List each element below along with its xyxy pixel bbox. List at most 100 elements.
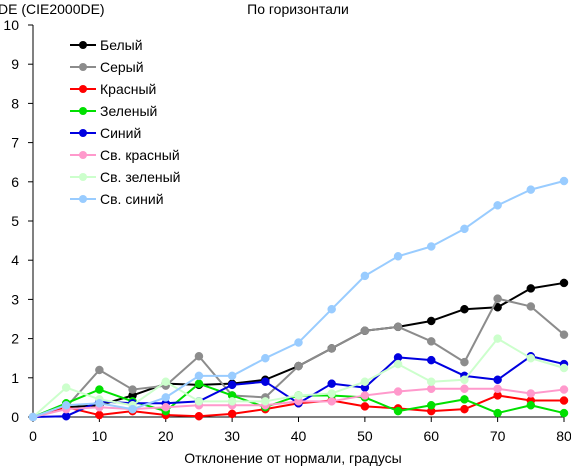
data-point [61, 383, 71, 392]
data-point [128, 404, 137, 414]
y-axis-label: DE (CIE2000DE) [0, 1, 105, 17]
y-tick-label: 1 [11, 370, 19, 386]
x-tick-label: 70 [490, 428, 506, 444]
legend-entry: Зеленый [70, 103, 157, 119]
data-point [360, 402, 370, 411]
data-point [194, 397, 204, 406]
data-point [227, 409, 237, 419]
legend-swatch-marker [79, 173, 87, 181]
data-point [360, 377, 370, 386]
data-point [427, 384, 436, 394]
legend-entry: Св. красный [70, 147, 180, 163]
y-tick-label: 4 [11, 252, 19, 268]
data-point [460, 395, 469, 404]
chart-title: По горизонтали [247, 1, 349, 17]
y-tick-label: 2 [11, 331, 19, 347]
data-point [493, 334, 502, 343]
legend-entry: Красный [70, 81, 156, 97]
data-point [526, 284, 536, 293]
series-8 [28, 176, 569, 422]
y-tick-label: 3 [11, 291, 19, 307]
legend-swatch-marker [79, 151, 87, 159]
data-point [161, 377, 170, 386]
data-point [427, 400, 436, 410]
data-point [460, 404, 469, 414]
data-point [95, 410, 104, 420]
data-point [559, 363, 569, 373]
legend-entry: Серый [70, 59, 144, 75]
y-tick-label: 5 [11, 213, 19, 229]
y-tick-label: 10 [3, 17, 19, 33]
data-point [460, 224, 469, 234]
legend-label: Св. зеленый [100, 169, 180, 185]
data-point [427, 316, 436, 326]
data-point [559, 330, 569, 339]
series-line [32, 180, 565, 418]
data-point [194, 351, 204, 361]
data-point [294, 361, 303, 371]
data-point [393, 252, 403, 261]
y-tick-label: 8 [11, 95, 19, 111]
data-point [294, 391, 303, 400]
y-tick-label: 9 [11, 56, 19, 72]
x-tick-label: 30 [224, 428, 240, 444]
data-point [360, 391, 370, 400]
data-point [261, 377, 270, 386]
x-tick-label: 50 [357, 428, 373, 444]
data-point [460, 357, 469, 367]
data-point [128, 385, 137, 394]
x-tick-label: 80 [556, 428, 571, 444]
data-point [559, 385, 569, 394]
data-point [526, 400, 536, 410]
data-point [427, 355, 436, 365]
data-point [327, 344, 336, 353]
legend-label: Св. синий [100, 191, 164, 207]
data-point [427, 377, 436, 386]
data-point [559, 396, 569, 405]
data-point [526, 302, 536, 311]
data-point [559, 176, 569, 186]
legend-swatch-marker [79, 85, 87, 93]
data-point [393, 359, 403, 369]
data-point [194, 371, 204, 381]
data-point [526, 185, 536, 194]
x-tick-label: 10 [92, 428, 108, 444]
data-point [493, 201, 502, 210]
legend-label: Красный [100, 81, 156, 97]
y-tick-label: 0 [11, 409, 19, 425]
legend-label: Белый [100, 37, 143, 53]
legend-label: Зеленый [100, 103, 157, 119]
legend-entry: Св. зеленый [70, 169, 180, 185]
legend-entry: Белый [70, 37, 143, 53]
legend-swatch-marker [79, 195, 87, 203]
data-point [327, 397, 336, 406]
data-point [161, 393, 170, 402]
y-tick-label: 7 [11, 135, 19, 151]
data-point [393, 322, 403, 332]
data-point [61, 400, 71, 410]
y-tick-label: 6 [11, 174, 19, 190]
legend-label: Св. красный [100, 147, 180, 163]
data-point [460, 384, 469, 394]
data-point [161, 402, 170, 412]
legend-swatch-marker [79, 41, 87, 49]
legend-swatch-marker [79, 63, 87, 71]
data-point [493, 375, 502, 385]
data-point [559, 278, 569, 288]
axes: 0 1 2 3 4 5 6 7 8 9 10 0 10 20 30 40 50 60 70 80 [3, 17, 571, 444]
data-point [360, 326, 370, 336]
data-point [360, 271, 370, 281]
data-point [28, 412, 38, 422]
x-tick-label: 60 [423, 428, 439, 444]
legend-entry: Св. синий [70, 191, 164, 207]
legend-swatch-marker [79, 129, 87, 137]
data-point [227, 397, 237, 406]
legend-label: Серый [100, 59, 144, 75]
data-point [460, 304, 469, 314]
data-point [493, 408, 502, 418]
data-point [327, 389, 336, 398]
data-point [261, 397, 270, 406]
data-point [227, 371, 237, 381]
data-point [393, 387, 403, 396]
